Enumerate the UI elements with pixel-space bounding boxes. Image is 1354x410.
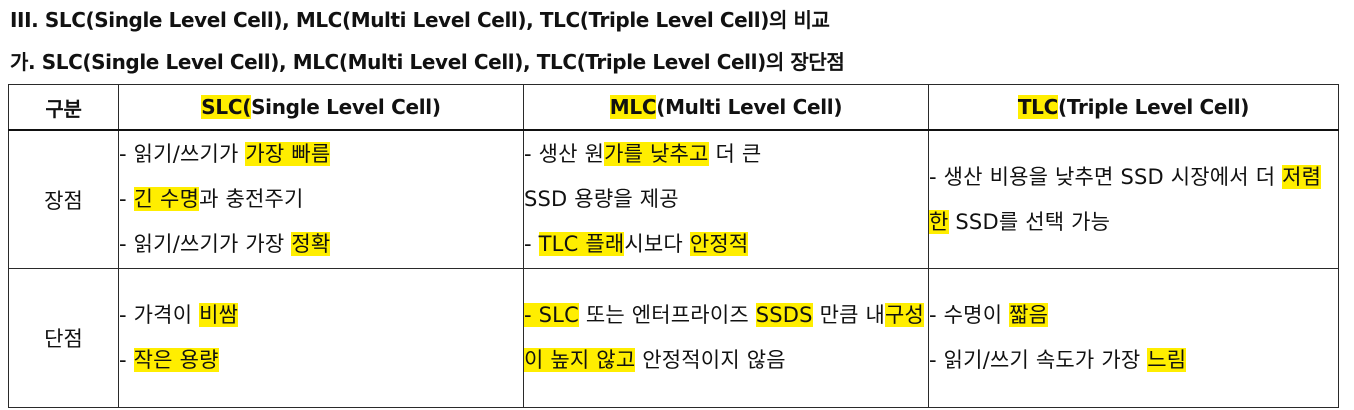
- header-category: 구분: [8, 84, 119, 131]
- table-row-advantages: 장점 - 읽기/쓰기가 가장 빠름 - 긴 수명과 충전주기 - 읽기/쓰기가 …: [8, 129, 1339, 269]
- list-item: - 가격이 비쌈: [119, 303, 239, 327]
- header-tlc-highlight: TLC: [1017, 95, 1059, 119]
- list-item: - 읽기/쓰기가 가장 빠름: [119, 142, 331, 166]
- section-title: III. SLC(Single Level Cell), MLC(Multi L…: [10, 8, 830, 32]
- highlight: 정확: [291, 232, 331, 256]
- table-header-row: 구분 SLC(Single Level Cell) MLC(Multi Leve…: [8, 84, 1339, 131]
- list-item-continued: SSD 용량을 제공: [524, 187, 679, 211]
- cell-mlc-advantages: - 생산 원가를 낮추고 더 큰 SSD 용량을 제공 - TLC 플래시보다 …: [523, 129, 929, 269]
- highlight: 느림: [1147, 348, 1187, 372]
- header-slc-highlight: SLC(: [201, 95, 252, 119]
- highlight: 비쌈: [199, 303, 239, 327]
- highlight: - SLC: [524, 303, 579, 327]
- highlight: 짧음: [1009, 303, 1049, 327]
- header-mlc: MLC(Multi Level Cell): [523, 84, 929, 131]
- highlight: 작은 용량: [133, 348, 219, 372]
- highlight: 긴 수명: [133, 187, 200, 211]
- highlight: TLC 플래: [538, 232, 625, 256]
- header-mlc-rest: (Multi Level Cell): [656, 95, 843, 119]
- list-item: - SLC 또는 엔터프라이즈 SSDS 만큼 내구성이 높지 않고 안정적이지…: [524, 303, 925, 372]
- cell-mlc-disadvantages: - SLC 또는 엔터프라이즈 SSDS 만큼 내구성이 높지 않고 안정적이지…: [523, 268, 929, 408]
- header-tlc: TLC(Triple Level Cell): [928, 84, 1339, 131]
- row-label-disadvantages: 단점: [8, 268, 119, 408]
- row-label-advantages: 장점: [8, 129, 119, 269]
- list-item: - 읽기/쓰기 속도가 가장 느림: [929, 348, 1187, 372]
- header-slc-rest: Single Level Cell): [251, 95, 441, 119]
- header-mlc-highlight: MLC: [609, 95, 657, 119]
- list-item: - 생산 비용을 낮추면 SSD 시장에서 더 저렴한 SSD를 선택 가능: [929, 164, 1322, 234]
- list-item: - 읽기/쓰기가 가장 정확: [119, 232, 331, 256]
- cell-slc-advantages: - 읽기/쓰기가 가장 빠름 - 긴 수명과 충전주기 - 읽기/쓰기가 가장 …: [118, 129, 524, 269]
- highlight: 가를 낮추고: [604, 142, 709, 166]
- cell-tlc-disadvantages: - 수명이 짧음 - 읽기/쓰기 속도가 가장 느림: [928, 268, 1339, 408]
- header-tlc-rest: (Triple Level Cell): [1058, 95, 1250, 119]
- header-slc: SLC(Single Level Cell): [118, 84, 524, 131]
- list-item: - 수명이 짧음: [929, 303, 1049, 327]
- list-item: - 작은 용량: [119, 348, 219, 372]
- subsection-title: 가. SLC(Single Level Cell), MLC(Multi Lev…: [10, 50, 845, 74]
- comparison-table: 구분 SLC(Single Level Cell) MLC(Multi Leve…: [8, 84, 1339, 408]
- list-item: - 긴 수명과 충전주기: [119, 187, 304, 211]
- highlight: SSDS: [755, 303, 813, 327]
- list-item: - TLC 플래시보다 안정적: [524, 232, 749, 256]
- list-item: - 생산 원가를 낮추고 더 큰: [524, 142, 762, 166]
- highlight: 안정적: [689, 232, 749, 256]
- table-row-disadvantages: 단점 - 가격이 비쌈 - 작은 용량 - SLC 또는 엔터프라이즈 SSDS…: [8, 268, 1339, 408]
- cell-tlc-advantages: - 생산 비용을 낮추면 SSD 시장에서 더 저렴한 SSD를 선택 가능: [928, 129, 1339, 269]
- highlight: 가장 빠름: [245, 142, 331, 166]
- cell-slc-disadvantages: - 가격이 비쌈 - 작은 용량: [118, 268, 524, 408]
